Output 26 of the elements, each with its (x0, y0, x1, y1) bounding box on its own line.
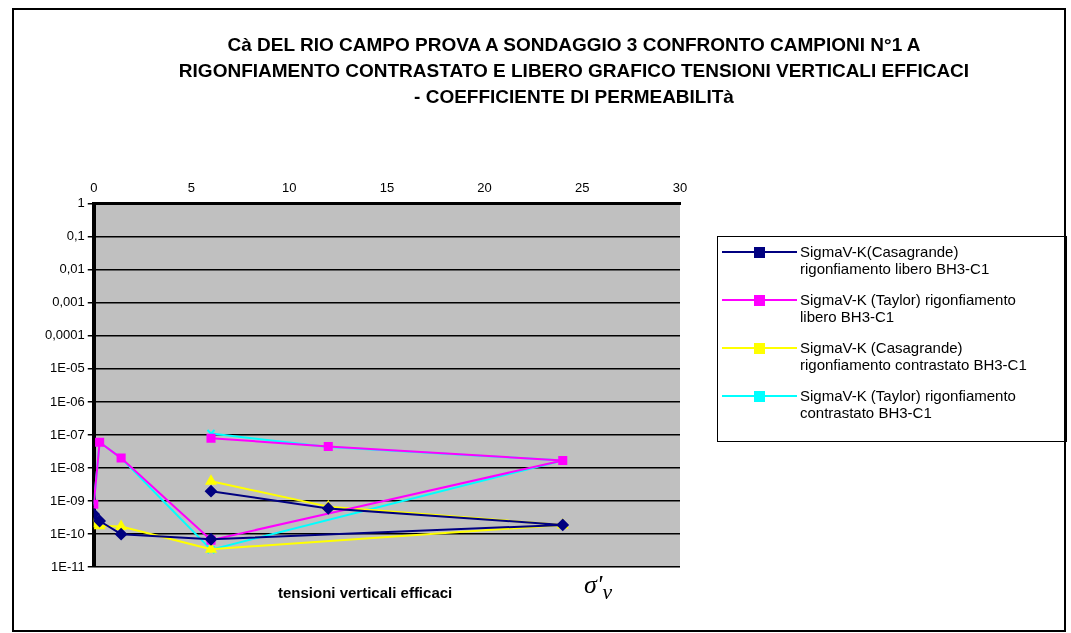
y-tick-label: 0,001 (52, 294, 85, 310)
legend-label: SigmaV-K (Taylor) rigonfiamento libero BH3-C1 (800, 291, 1017, 325)
y-tick-label: 1E-11 (51, 558, 85, 574)
y-tick-label: 1E-06 (50, 393, 85, 409)
chart-title: Cà DEL RIO CAMPO PROVA A SONDAGGIO 3 CONFRONTO CAMPIONI N°1 A RIGONFIAMENTO CONTRASTATO E LIBERO GRAFICO TENSIONI VERTICALI EFFICACI - COEFFICIENTE DI PERMEABILITà (177, 33, 971, 109)
y-tick-label: 1E-10 (50, 525, 85, 541)
x-tick-label: 25 (575, 180, 590, 196)
y-tick-label: 1E-08 (50, 459, 85, 475)
y-tick-label: 1E-07 (50, 426, 85, 442)
y-tick-label: 0,01 (59, 261, 85, 277)
legend-label: SigmaV-K(Casagrande) rigonfiamento libero BH3-C1 (800, 243, 991, 277)
y-tick-label: 0,0001 (45, 327, 85, 343)
x-tick-label: 10 (281, 180, 297, 196)
x-tick-label: 30 (672, 180, 688, 196)
x-tick-label: 0 (90, 180, 98, 196)
y-tick-label: 0,1 (66, 228, 85, 244)
x-tick-label: 20 (477, 180, 492, 196)
y-tick-label: 1 (77, 195, 85, 211)
x-tick-label: 15 (379, 180, 395, 196)
x-tick-label: 5 (187, 180, 196, 196)
x-axis-title: tensioni verticali efficaci (278, 584, 453, 601)
y-tick-label: 1E-05 (50, 360, 85, 376)
text: σ'$_{v}$ (584, 570, 613, 606)
legend-label: SigmaV-K (Taylor) rigonfiamento contrastato BH3-C1 (800, 387, 1017, 421)
y-tick-label: 1E-09 (50, 492, 85, 508)
legend-label: SigmaV-K (Casagrande) rigonfiamento contrastato BH3-C1 (800, 339, 1028, 373)
